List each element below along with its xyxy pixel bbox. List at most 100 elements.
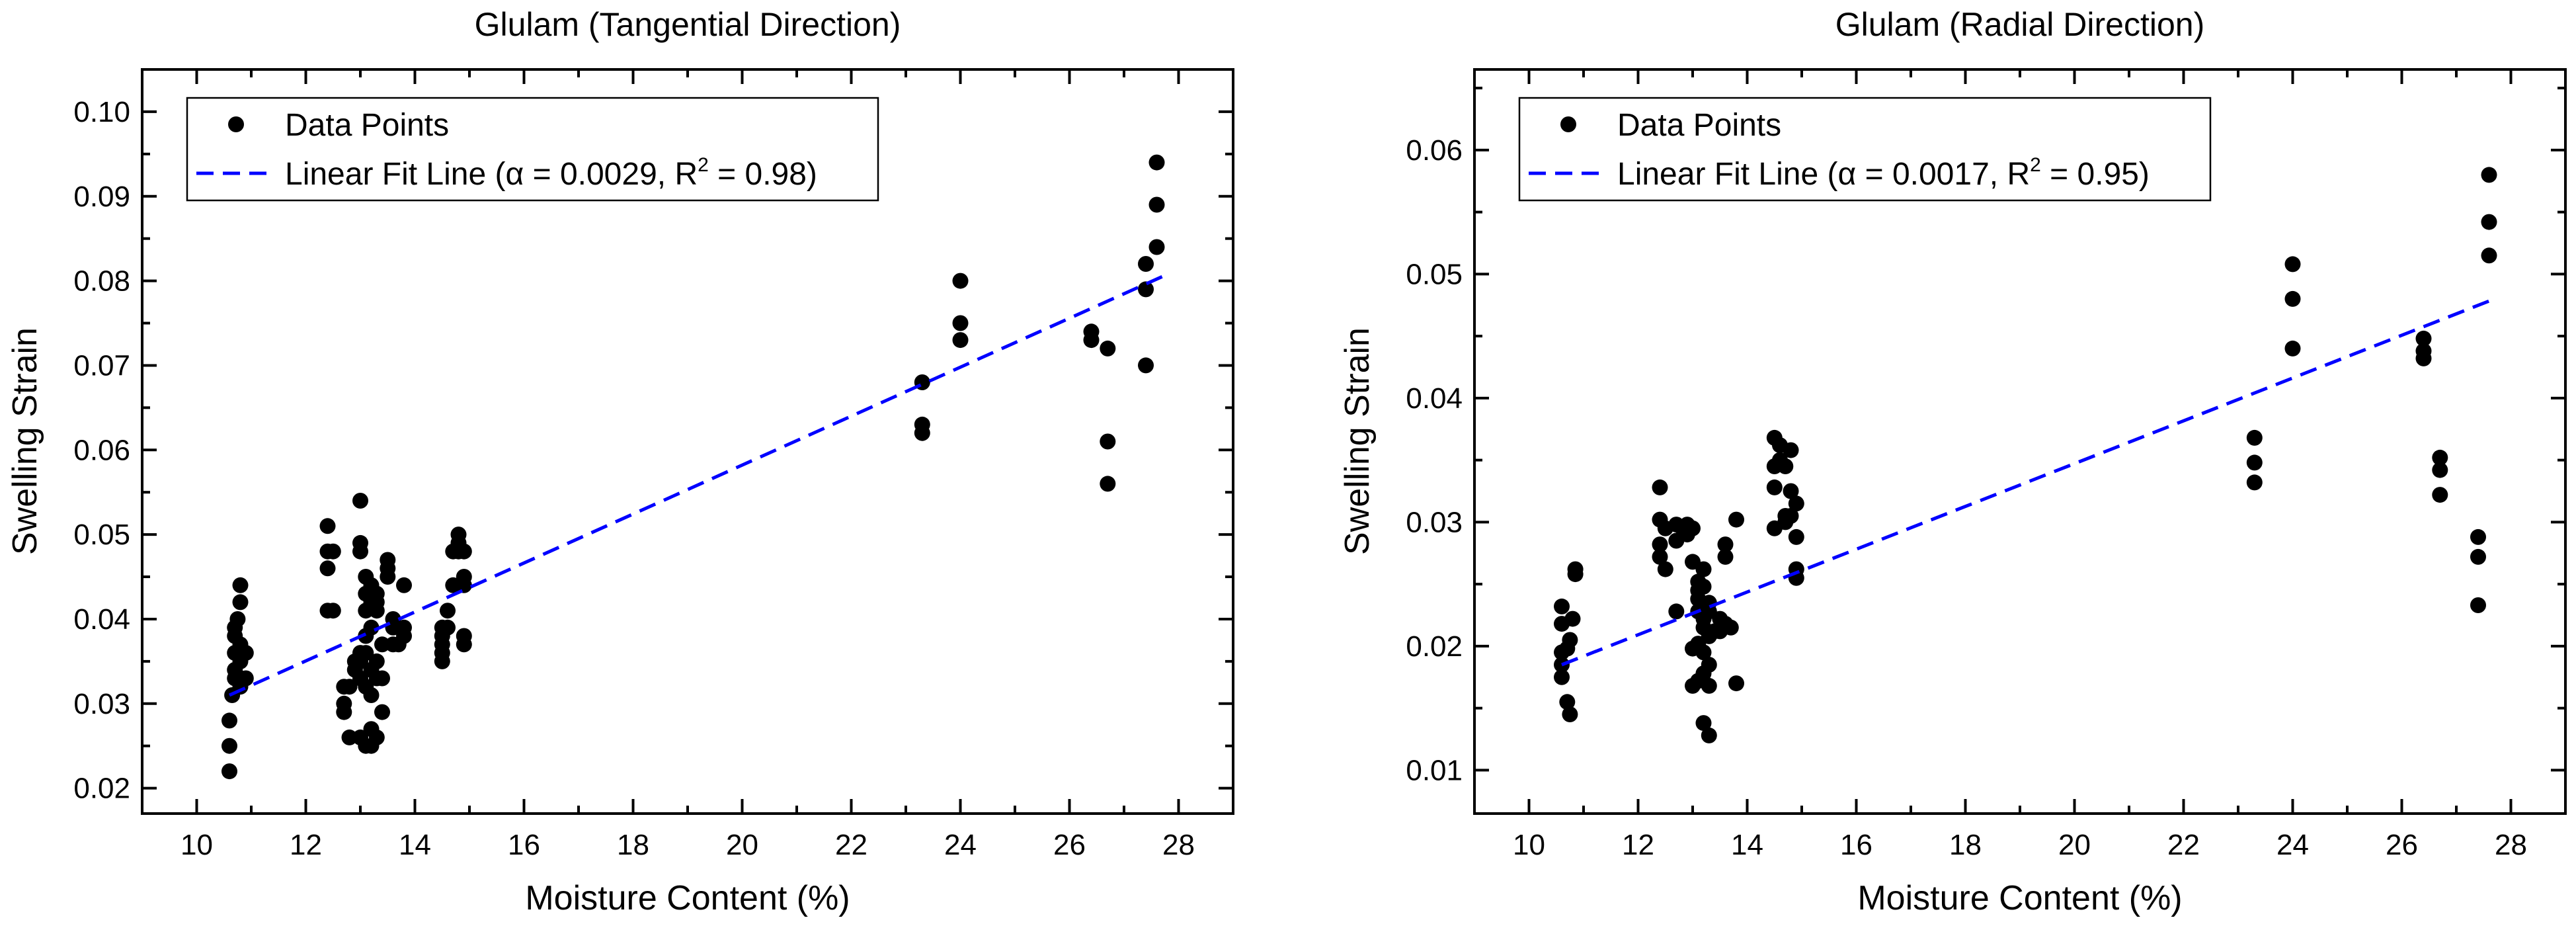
linear-fit-line (228, 274, 1163, 697)
legend-point-marker (228, 116, 244, 132)
data-point (2246, 454, 2263, 471)
data-point (1083, 323, 1100, 340)
data-point (1652, 479, 1668, 495)
x-tick-label: 22 (2167, 829, 2200, 861)
data-point (374, 704, 390, 720)
data-point (1559, 694, 1576, 710)
data-points (1554, 167, 2497, 743)
y-axis-title: Swelling Strain (1338, 327, 1377, 555)
y-tick-label: 0.04 (1406, 382, 1463, 415)
data-point (1657, 561, 1673, 577)
x-tick-label: 18 (617, 829, 649, 861)
data-point (1695, 561, 1712, 577)
legend: Data Points Linear Fit Line (α = 0.0029,… (186, 97, 879, 202)
legend-point-marker (1560, 116, 1576, 132)
x-tick-label: 24 (944, 829, 977, 861)
x-tick-label: 12 (290, 829, 322, 861)
data-point (1717, 548, 1734, 565)
data-point (1783, 442, 1799, 458)
data-point (358, 645, 374, 661)
data-point (1562, 632, 1578, 648)
data-point (352, 493, 368, 509)
data-point (1695, 578, 1712, 595)
data-point (456, 628, 472, 644)
y-tick-label: 0.03 (73, 688, 130, 720)
data-point (1685, 520, 1701, 536)
data-point (1100, 433, 1116, 450)
x-tick-labels: 10 12 14 16 18 20 22 24 26 28 (181, 829, 1195, 861)
x-tick-label: 20 (726, 829, 758, 861)
x-tick-labels: 10 12 14 16 18 20 22 24 26 28 (1513, 829, 2527, 861)
y-tick-label: 0.03 (1406, 506, 1463, 538)
data-point (1668, 603, 1685, 620)
data-point (368, 585, 385, 602)
data-point (2415, 343, 2432, 359)
legend-box (186, 97, 879, 202)
axis-ticks (1473, 69, 2567, 814)
y-tick-label: 0.01 (1406, 754, 1463, 786)
x-tick-label: 14 (1731, 829, 1763, 861)
data-point (2284, 256, 2301, 273)
legend-label-data-points: Data Points (1617, 108, 1781, 143)
data-point (229, 611, 246, 627)
data-point (1138, 281, 1154, 298)
data-point (2481, 247, 2497, 264)
x-tick-label: 20 (2058, 829, 2091, 861)
y-tick-label: 0.05 (73, 519, 130, 551)
x-tick-label: 28 (1162, 829, 1195, 861)
data-point (368, 729, 385, 745)
data-point (2470, 528, 2486, 545)
data-point (2246, 429, 2263, 446)
x-tick-label: 10 (1513, 829, 1545, 861)
data-point (2246, 474, 2263, 491)
y-tick-label: 0.02 (1406, 630, 1463, 663)
y-tick-label: 0.02 (73, 773, 130, 805)
data-point (1138, 357, 1154, 374)
data-points (221, 154, 1165, 780)
data-point (1788, 495, 1804, 512)
data-point (1695, 715, 1712, 732)
data-point (952, 332, 969, 349)
x-tick-label: 24 (2276, 829, 2309, 861)
data-point (1554, 598, 1570, 614)
data-point (374, 670, 390, 687)
x-tick-label: 16 (508, 829, 540, 861)
data-point (2481, 167, 2497, 183)
data-point (396, 619, 412, 636)
data-point (221, 763, 237, 780)
data-point (450, 526, 467, 543)
data-point (1701, 657, 1717, 673)
data-point (2470, 597, 2486, 613)
data-point (440, 603, 456, 619)
data-point (1148, 154, 1165, 171)
linear-fit-line (1561, 297, 2495, 667)
data-point (2432, 462, 2448, 478)
x-tick-label: 14 (399, 829, 431, 861)
data-point (456, 543, 472, 560)
x-tick-label: 26 (2386, 829, 2418, 861)
data-point (1148, 196, 1165, 213)
panel-tangential: Glulam (Tangential Direction) 10 12 14 16 18… (6, 6, 1234, 917)
data-point (1148, 239, 1165, 255)
data-point (2284, 340, 2301, 357)
x-tick-label: 26 (1053, 829, 1086, 861)
x-axis-title: Moisture Content (%) (1857, 879, 2182, 917)
data-point (1652, 548, 1668, 565)
data-point (221, 737, 237, 754)
data-point (2470, 548, 2486, 565)
chart-title: Glulam (Radial Direction) (1835, 6, 2205, 43)
data-point (341, 679, 358, 695)
y-tick-label: 0.05 (1406, 258, 1463, 290)
data-point (2284, 290, 2301, 307)
data-point (341, 729, 358, 745)
x-axis-title: Moisture Content (%) (525, 879, 850, 917)
y-axis-title: Swelling Strain (6, 327, 44, 555)
data-point (336, 695, 352, 712)
x-tick-label: 18 (1949, 829, 1982, 861)
data-point (325, 543, 341, 560)
data-point (445, 577, 462, 593)
data-point (1100, 340, 1116, 357)
data-point (1695, 644, 1712, 661)
legend-label-fit: Linear Fit Line (α = 0.0029, R2 = 0.98) (285, 154, 817, 192)
data-point (325, 603, 341, 619)
